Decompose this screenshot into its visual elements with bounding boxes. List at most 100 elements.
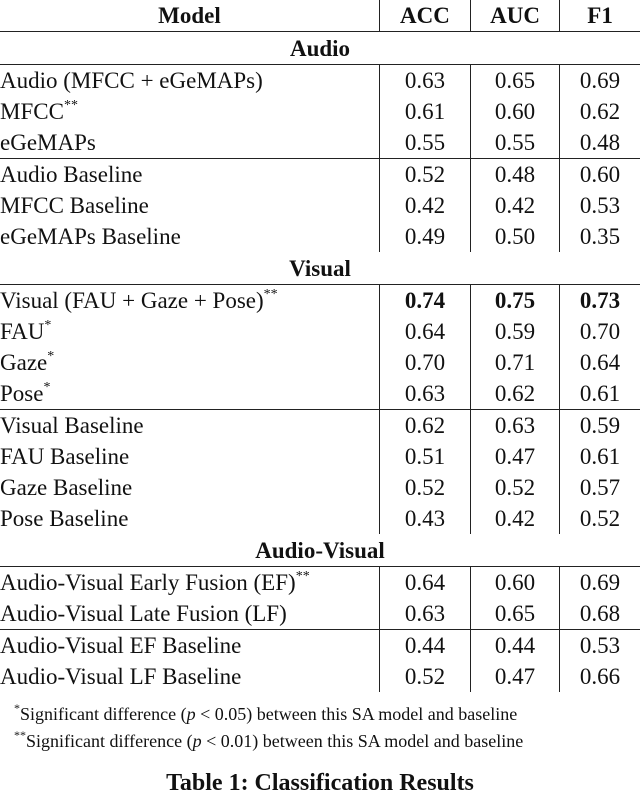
model-cell: MFCC**: [0, 96, 379, 127]
f1-cell: 0.53: [559, 190, 640, 221]
footnote-mark: **: [14, 728, 26, 742]
auc-cell: 0.48: [470, 158, 560, 190]
model-name: Visual (FAU + Gaze + Pose): [0, 288, 264, 313]
table-body: Audio Audio (MFCC + eGeMAPs) 0.63 0.65 0.69 M…: [0, 31, 640, 692]
auc-cell: 0.47: [470, 441, 560, 472]
table-row: eGeMAPs Baseline 0.49 0.50 0.35: [0, 221, 640, 252]
header-auc: AUC: [470, 0, 560, 32]
table-row: Audio-Visual Early Fusion (EF)** 0.64 0.60…: [0, 566, 640, 599]
acc-cell: 0.62: [378, 409, 471, 441]
footnote-text-pre: Significant difference (: [26, 731, 193, 751]
model-cell: Audio Baseline: [0, 158, 380, 190]
acc-cell: 0.43: [378, 503, 471, 534]
table-row: Gaze Baseline 0.52 0.52 0.57: [0, 472, 640, 503]
significance-mark: *: [47, 349, 55, 364]
section-header-row: Audio: [0, 31, 640, 65]
model-name: Audio Baseline: [0, 162, 143, 187]
footnote-text-rel: < 0.05: [195, 704, 247, 724]
acc-cell: 0.74: [378, 284, 471, 316]
table-row: Visual Baseline 0.62 0.63 0.59: [0, 409, 640, 441]
significance-mark: **: [263, 287, 278, 302]
model-cell: eGeMAPs Baseline: [0, 221, 379, 252]
header-f1: F1: [559, 0, 640, 32]
model-name: Gaze Baseline: [0, 475, 133, 500]
table-row: Pose* 0.63 0.62 0.61: [0, 378, 640, 410]
acc-cell: 0.49: [378, 221, 471, 252]
auc-cell: 0.60: [470, 96, 560, 127]
acc-cell: 0.55: [378, 127, 471, 159]
auc-cell: 0.71: [470, 347, 560, 378]
f1-cell: 0.70: [559, 316, 640, 347]
model-name: Gaze: [0, 350, 48, 375]
auc-cell: 0.75: [470, 284, 560, 316]
section-title: Audio: [0, 31, 640, 65]
table-header-row: Model ACC AUC F1: [0, 0, 640, 32]
table-row: Audio-Visual EF Baseline 0.44 0.44 0.53: [0, 629, 640, 661]
acc-cell: 0.70: [378, 347, 471, 378]
acc-cell: 0.42: [378, 190, 471, 221]
model-cell: Gaze Baseline: [0, 472, 379, 503]
section-header-row: Visual: [0, 252, 640, 285]
footnote-1: *Significant difference (p < 0.05) betwe…: [14, 701, 634, 728]
table-row: Audio (MFCC + eGeMAPs) 0.63 0.65 0.69: [0, 64, 640, 97]
acc-cell: 0.63: [378, 598, 471, 630]
model-name: MFCC: [0, 99, 64, 124]
model-cell: Audio-Visual Late Fusion (LF): [0, 598, 379, 630]
model-cell: Visual Baseline: [0, 409, 380, 441]
model-name: Pose Baseline: [0, 506, 129, 531]
f1-cell: 0.69: [559, 64, 640, 96]
table-row: eGeMAPs 0.55 0.55 0.48: [0, 127, 640, 159]
model-name: eGeMAPs Baseline: [0, 224, 181, 249]
f1-cell: 0.64: [559, 347, 640, 378]
header-model: Model: [0, 0, 380, 32]
f1-cell: 0.35: [559, 221, 640, 252]
auc-cell: 0.55: [470, 127, 560, 159]
footnote-text-post: ) between this SA model and baseline: [246, 704, 518, 724]
acc-cell: 0.64: [378, 566, 471, 598]
footnote-text-rel: < 0.01: [201, 731, 253, 751]
significance-mark: **: [295, 569, 310, 584]
model-cell: Audio (MFCC + eGeMAPs): [0, 65, 379, 97]
model-cell: Pose*: [0, 378, 379, 410]
table-row: MFCC Baseline 0.42 0.42 0.53: [0, 190, 640, 221]
table-row: Pose Baseline 0.43 0.42 0.52: [0, 503, 640, 534]
acc-cell: 0.61: [378, 96, 471, 127]
model-name: Audio-Visual Early Fusion (EF): [0, 570, 296, 595]
auc-cell: 0.50: [470, 221, 560, 252]
acc-cell: 0.52: [378, 158, 471, 190]
section-title: Audio-Visual: [0, 534, 640, 567]
model-cell: FAU Baseline: [0, 441, 379, 472]
model-cell: Audio-Visual LF Baseline: [0, 661, 379, 692]
auc-cell: 0.62: [470, 378, 560, 410]
acc-cell: 0.63: [378, 378, 471, 410]
model-name: Audio-Visual LF Baseline: [0, 664, 242, 689]
acc-cell: 0.63: [378, 64, 471, 96]
table-row: Audio-Visual LF Baseline 0.52 0.47 0.66: [0, 661, 640, 692]
model-cell: Pose Baseline: [0, 503, 379, 534]
footnote-p-var: p: [186, 704, 196, 724]
auc-cell: 0.42: [470, 503, 560, 534]
significance-mark: **: [63, 98, 78, 113]
footnote-p-var: p: [192, 731, 202, 751]
table-row: FAU* 0.64 0.59 0.70: [0, 316, 640, 347]
acc-cell: 0.52: [378, 661, 471, 692]
f1-cell: 0.73: [559, 284, 640, 316]
model-name: FAU: [0, 319, 45, 344]
f1-cell: 0.61: [559, 378, 640, 410]
footnote-2: **Significant difference (p < 0.01) betw…: [14, 728, 634, 755]
f1-cell: 0.52: [559, 503, 640, 534]
table-row: Audio-Visual Late Fusion (LF) 0.63 0.65 0.6…: [0, 598, 640, 630]
model-cell: eGeMAPs: [0, 127, 379, 159]
model-name: eGeMAPs: [0, 130, 96, 155]
model-name: FAU Baseline: [0, 444, 130, 469]
f1-cell: 0.69: [559, 566, 640, 598]
model-cell: Audio-Visual Early Fusion (EF)**: [0, 567, 379, 599]
acc-cell: 0.44: [378, 629, 471, 661]
auc-cell: 0.60: [470, 566, 560, 598]
model-name: Audio (MFCC + eGeMAPs): [0, 68, 263, 93]
f1-cell: 0.68: [559, 598, 640, 630]
model-name: MFCC Baseline: [0, 193, 149, 218]
table-row: MFCC** 0.61 0.60 0.62: [0, 96, 640, 127]
auc-cell: 0.59: [470, 316, 560, 347]
model-name: Audio-Visual EF Baseline: [0, 633, 242, 658]
